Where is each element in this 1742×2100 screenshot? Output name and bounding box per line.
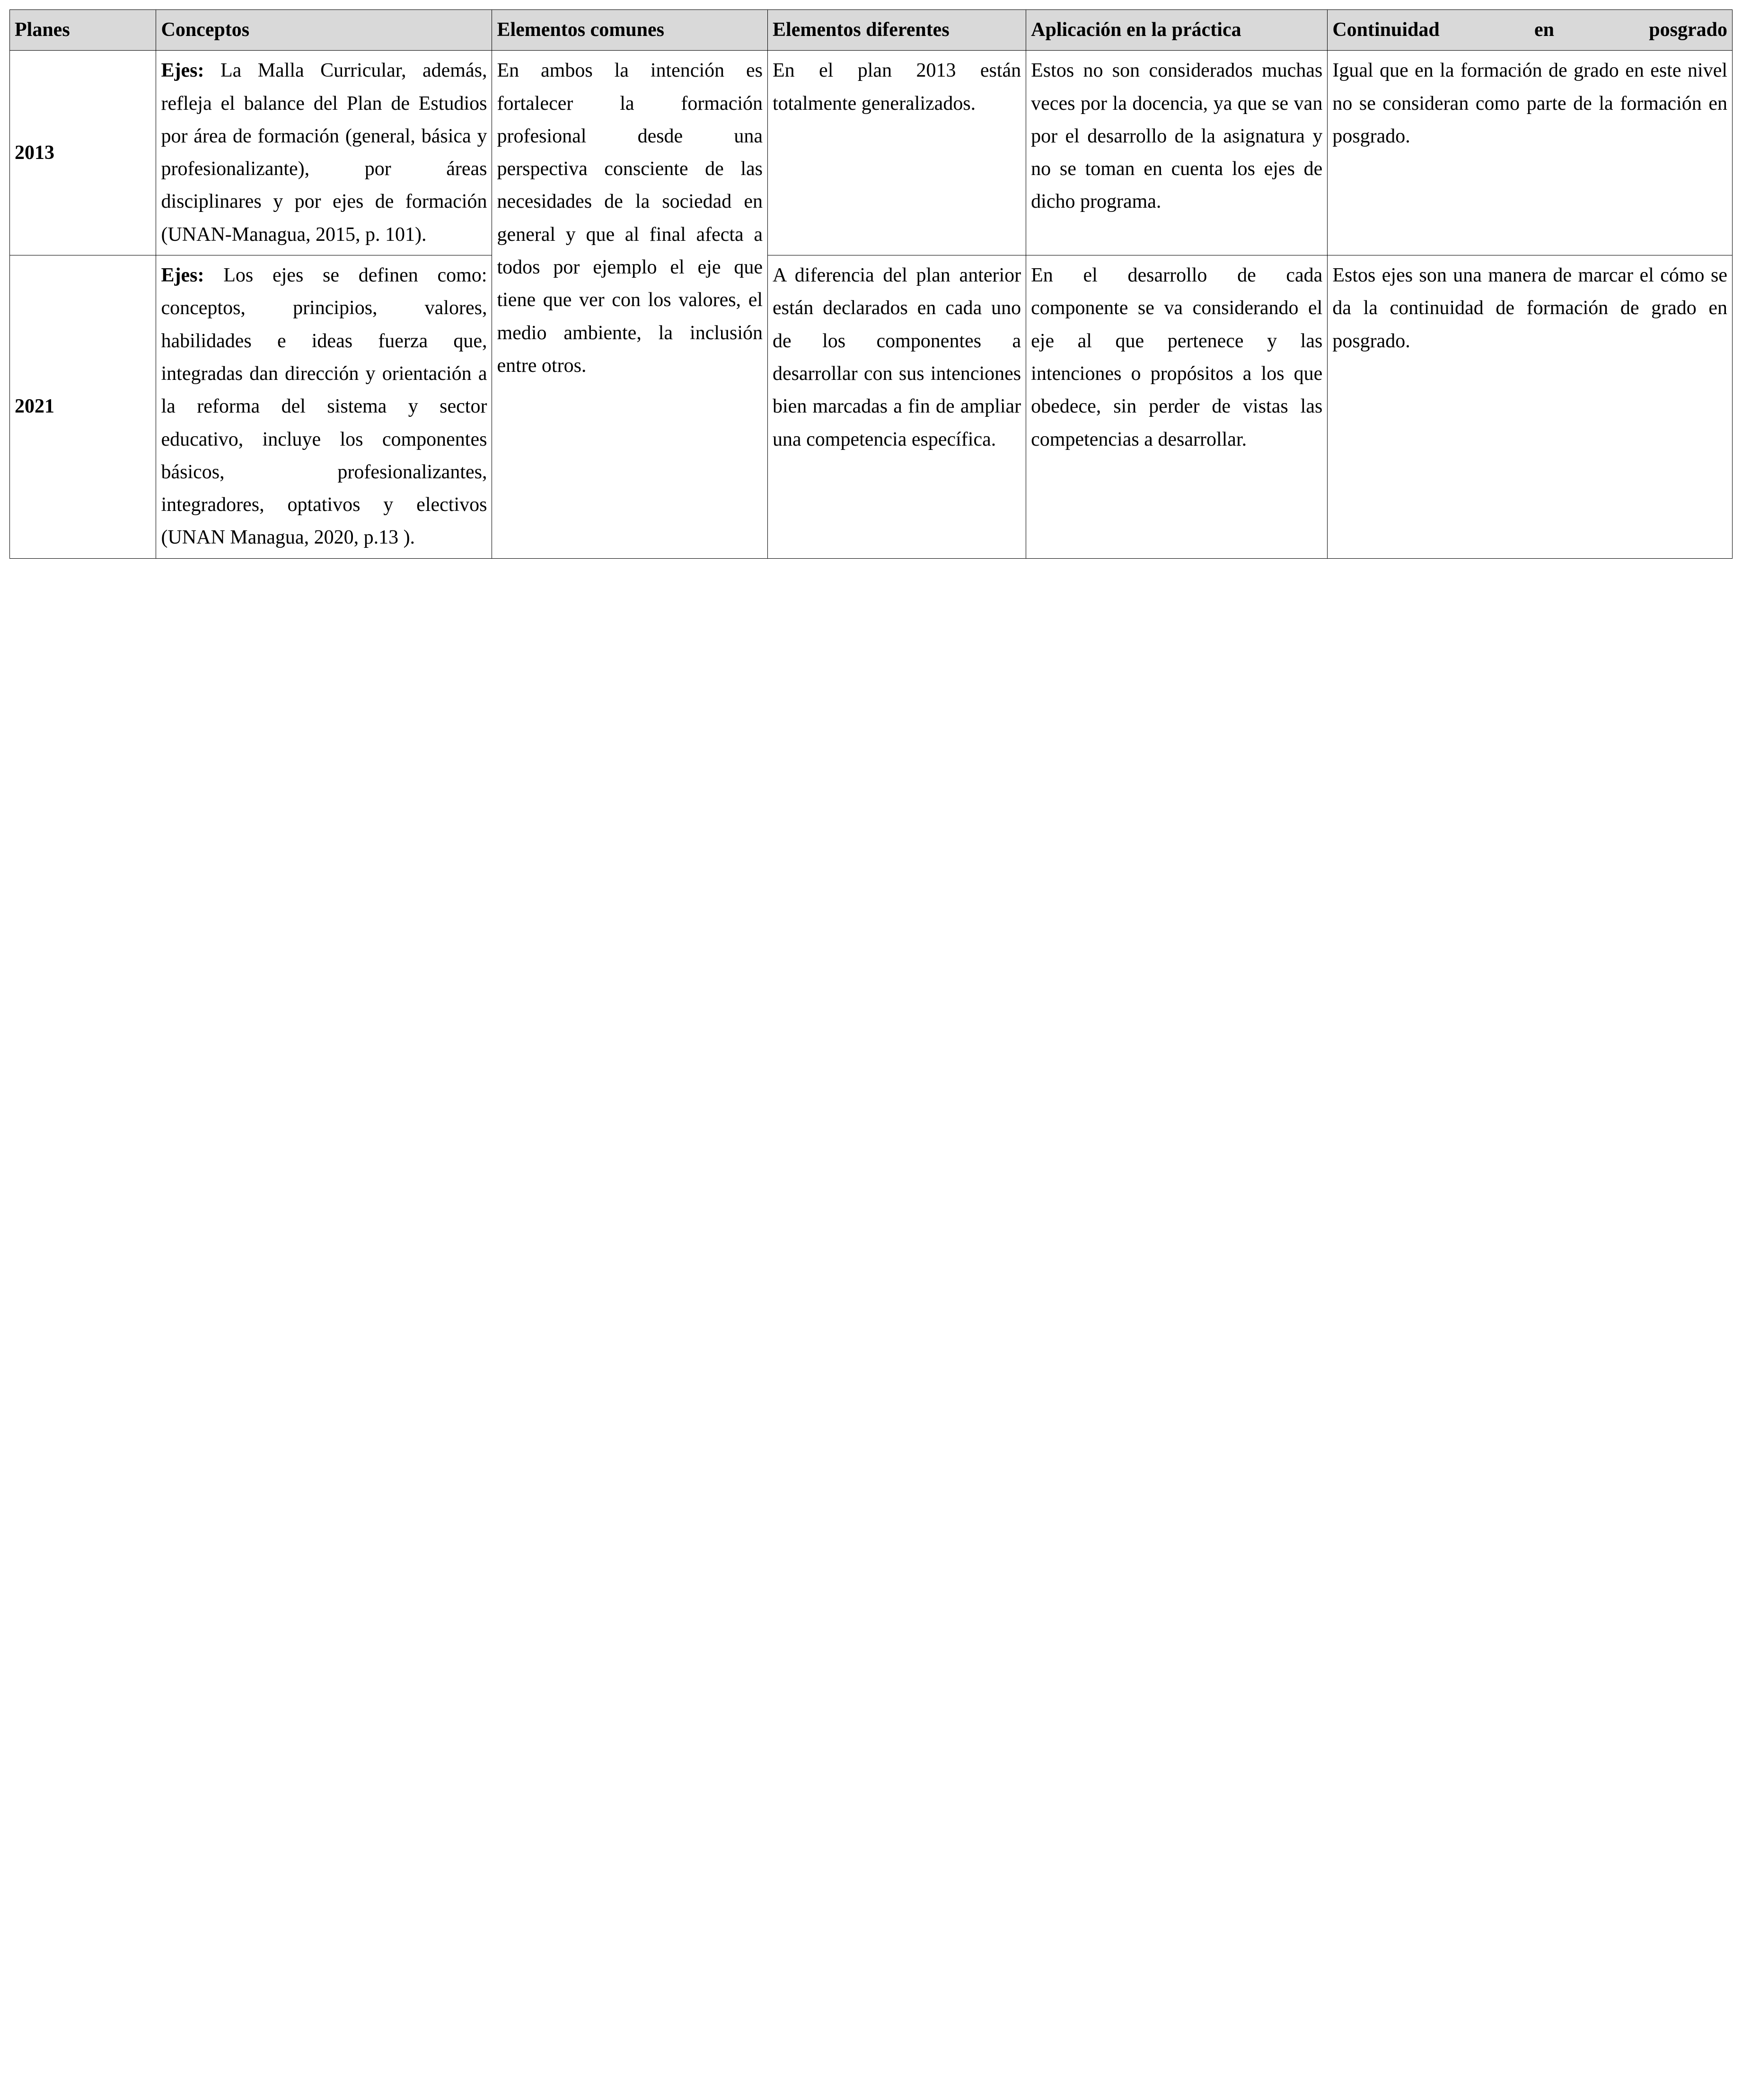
table-row: 2013 Ejes: La Malla Curricular, además, … bbox=[10, 51, 1733, 255]
cell-aplicacion-2021: En el desarrollo de cada componente se v… bbox=[1026, 255, 1328, 559]
ejes-label-2021: Ejes: bbox=[161, 264, 204, 286]
cell-continuidad-2021: Estos ejes son una manera de marcar el c… bbox=[1328, 255, 1733, 559]
cell-continuidad-2013: Igual que en la formación de grado en es… bbox=[1328, 51, 1733, 255]
header-planes: Planes bbox=[10, 10, 156, 51]
header-aplicacion: Aplicación en la práctica bbox=[1026, 10, 1328, 51]
header-conceptos: Conceptos bbox=[156, 10, 492, 51]
cell-plan-2013: 2013 bbox=[10, 51, 156, 255]
conceptos-text-2013: La Malla Curricular, además, refleja el … bbox=[161, 60, 487, 245]
header-comunes: Elementos comunes bbox=[492, 10, 768, 51]
conceptos-text-2021: Los ejes se definen como: conceptos, pri… bbox=[161, 264, 487, 548]
header-diferentes: Elementos diferentes bbox=[768, 10, 1026, 51]
cell-conceptos-2021: Ejes: Los ejes se definen como: concepto… bbox=[156, 255, 492, 559]
cell-aplicacion-2013: Estos no son considerados muchas veces p… bbox=[1026, 51, 1328, 255]
cell-diferentes-2013: En el plan 2013 están totalmente general… bbox=[768, 51, 1026, 255]
cell-diferentes-2021: A diferencia del plan anterior están dec… bbox=[768, 255, 1026, 559]
cell-comunes-merged: En ambos la intención es fortalecer la f… bbox=[492, 51, 768, 558]
cell-plan-2021: 2021 bbox=[10, 255, 156, 559]
table-header-row: Planes Conceptos Elementos comunes Eleme… bbox=[10, 10, 1733, 51]
table-row: 2021 Ejes: Los ejes se definen como: con… bbox=[10, 255, 1733, 559]
ejes-label-2013: Ejes: bbox=[161, 60, 204, 81]
header-continuidad: Continuidad en posgrado bbox=[1328, 10, 1733, 51]
comparison-table: Planes Conceptos Elementos comunes Eleme… bbox=[9, 9, 1733, 559]
cell-conceptos-2013: Ejes: La Malla Curricular, además, refle… bbox=[156, 51, 492, 255]
